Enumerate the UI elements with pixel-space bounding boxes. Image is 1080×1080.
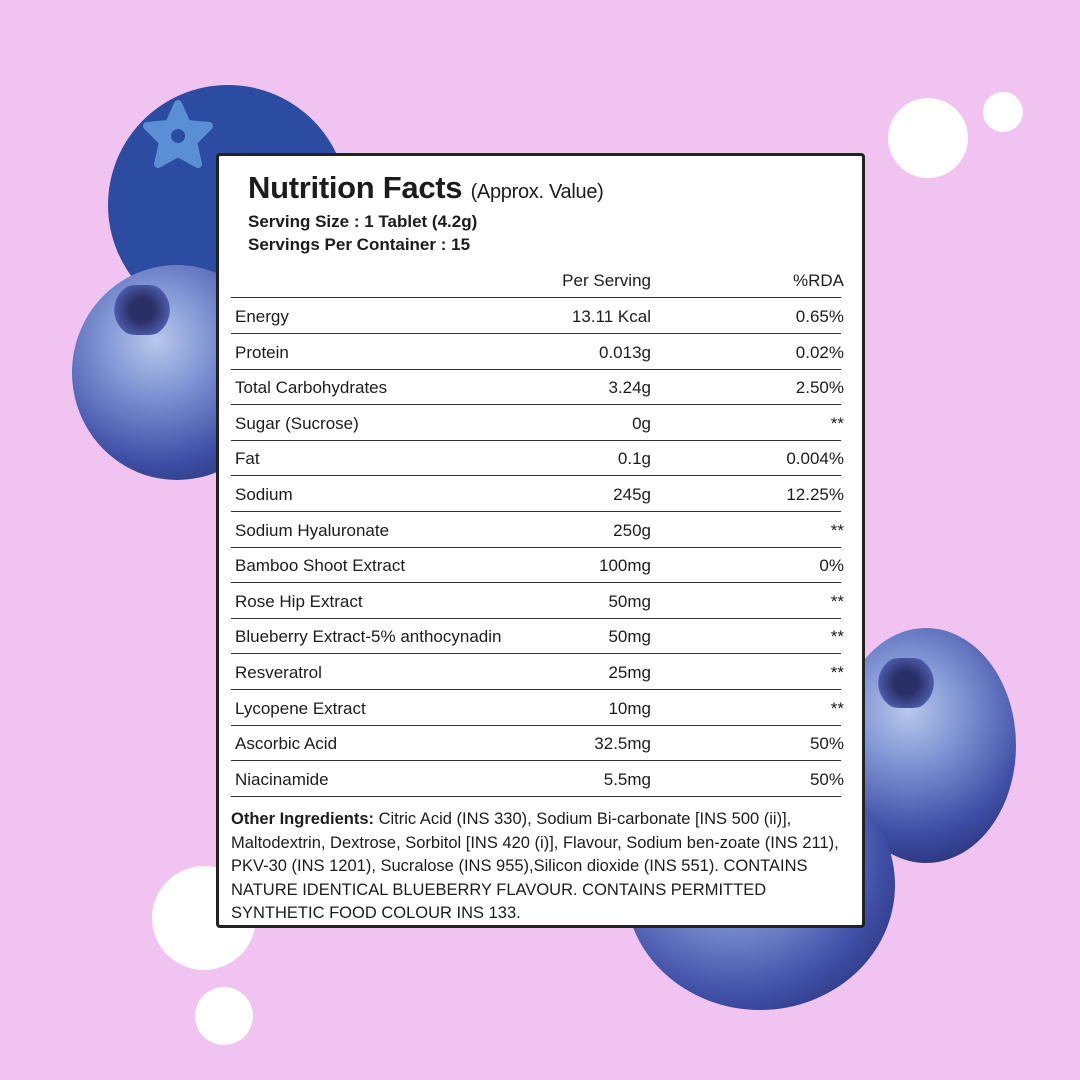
per-serving-value: 13.11 Kcal: [571, 307, 651, 326]
table-row: Sugar (Sucrose) 0g **: [231, 405, 844, 441]
table-row: Rose Hip Extract 50mg **: [231, 583, 844, 619]
other-ingredients: Other Ingredients: Citric Acid (INS 330)…: [231, 808, 851, 926]
nutrient-name: Total Carbohydrates: [235, 378, 388, 398]
nutrient-name: Sodium Hyaluronate: [235, 520, 390, 540]
nutrient-name: Fat: [235, 449, 260, 469]
rda-value: **: [830, 520, 844, 540]
per-serving-value: 100mg: [599, 556, 651, 576]
rda-value: 12.25%: [786, 485, 844, 504]
table-header: Per Serving %RDA: [231, 262, 844, 298]
per-serving-value: 250g: [613, 520, 651, 540]
table-row: Blueberry Extract-5% anthocynadin 50mg **: [231, 618, 844, 655]
white-bubble: [983, 92, 1023, 132]
nutrient-name: Sodium: [235, 485, 293, 504]
table-row: Resveratrol 25mg **: [231, 654, 844, 690]
rda-value: 2.50%: [795, 378, 844, 398]
rda-value: 0.65%: [795, 307, 844, 326]
rda-value: **: [830, 627, 844, 647]
nutrient-name: Blueberry Extract-5% anthocynadin: [235, 627, 502, 647]
rda-value: **: [830, 663, 844, 682]
rda-value: **: [830, 413, 844, 433]
title-note: (Approx. Value): [470, 181, 604, 203]
title-text: Nutrition Facts: [248, 170, 463, 205]
table-row: Energy 13.11 Kcal 0.65%: [231, 298, 844, 334]
white-bubble: [195, 987, 253, 1045]
per-serving-header: Per Serving: [562, 271, 651, 290]
rda-value: **: [830, 591, 844, 611]
rda-value: 0.02%: [795, 342, 844, 362]
panel-title: Nutrition Facts (Approx. Value): [248, 170, 604, 206]
per-serving-value: 50mg: [608, 627, 651, 647]
rda-value: **: [830, 698, 844, 718]
rda-value: 0.004%: [786, 449, 844, 469]
per-serving-value: 3.24g: [608, 378, 651, 398]
table-row: Lycopene Extract 10mg **: [231, 690, 844, 726]
per-serving-value: 25mg: [608, 663, 651, 682]
nutrient-name: Protein: [235, 342, 289, 362]
servings-per-container: Servings Per Container : 15: [248, 235, 471, 254]
nutrient-name: Resveratrol: [235, 663, 322, 682]
other-ingredients-label: Other Ingredients:: [231, 810, 375, 828]
nutrient-name: Sugar (Sucrose): [235, 413, 359, 433]
rda-value: 50%: [809, 734, 844, 754]
per-serving-value: 50mg: [608, 591, 651, 611]
nutrient-name: Niacinamide: [235, 769, 329, 789]
per-serving-value: 245g: [613, 485, 651, 504]
rda-value: 50%: [809, 769, 844, 789]
table-row: Fat 0.1g 0.004%: [231, 440, 844, 477]
star-icon: [143, 100, 213, 168]
rda-header: %RDA: [792, 271, 844, 290]
table-row: Niacinamide 5.5mg 50%: [231, 761, 844, 797]
per-serving-value: 5.5mg: [603, 769, 651, 789]
per-serving-value: 0.013g: [599, 342, 651, 362]
per-serving-value: 10mg: [608, 698, 651, 718]
nutrient-name: Bamboo Shoot Extract: [235, 556, 406, 576]
nutrient-name: Ascorbic Acid: [235, 734, 338, 754]
table-row: Ascorbic Acid 32.5mg 50%: [231, 725, 844, 762]
rda-value: 0%: [819, 556, 844, 576]
white-bubble: [888, 98, 968, 178]
table-row: Total Carbohydrates 3.24g 2.50%: [231, 369, 844, 406]
nutrition-facts-panel: Nutrition Facts (Approx. Value) Serving …: [216, 153, 865, 928]
table-row: Protein 0.013g 0.02%: [231, 334, 844, 370]
serving-size: Serving Size : 1 Tablet (4.2g): [248, 212, 478, 231]
other-ingredients-text: Citric Acid (INS 330), Sodium Bi-carbona…: [231, 810, 839, 922]
per-serving-value: 0.1g: [617, 449, 651, 469]
per-serving-value: 0g: [632, 413, 651, 433]
nutrient-name: Lycopene Extract: [235, 698, 366, 718]
per-serving-value: 32.5mg: [594, 734, 651, 754]
table-row: Sodium 245g 12.25%: [231, 476, 844, 512]
nutrient-name: Rose Hip Extract: [235, 591, 363, 611]
table-row: Bamboo Shoot Extract 100mg 0%: [231, 547, 844, 584]
nutrient-name: Energy: [235, 307, 289, 326]
table-row: Sodium Hyaluronate 250g **: [231, 512, 844, 548]
